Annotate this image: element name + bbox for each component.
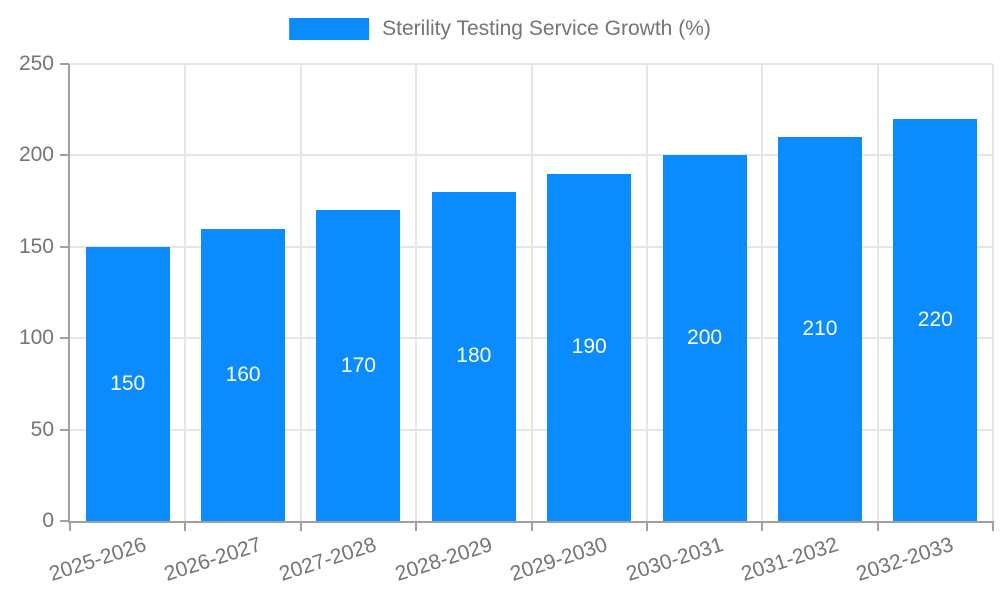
gridline-vertical — [415, 64, 418, 521]
gridline-vertical — [645, 64, 648, 521]
x-axis-tick — [992, 521, 994, 531]
bar[interactable] — [85, 246, 170, 521]
y-axis-tick — [60, 337, 69, 340]
gridline-vertical — [299, 64, 302, 521]
x-axis-tick — [530, 521, 533, 531]
gridline-vertical — [530, 64, 533, 521]
gridline-vertical — [876, 64, 879, 521]
y-axis-tick — [60, 520, 69, 522]
y-axis-tick — [60, 63, 69, 65]
x-axis-tick — [876, 521, 879, 531]
bar[interactable] — [201, 228, 286, 521]
y-axis-tick-label: 150 — [18, 234, 54, 258]
legend-swatch — [289, 18, 370, 40]
x-axis-tick — [761, 521, 764, 531]
x-axis-tick — [645, 521, 648, 531]
gridline-vertical — [184, 64, 187, 521]
bar[interactable] — [431, 191, 516, 521]
legend-label: Sterility Testing Service Growth (%) — [382, 17, 711, 40]
y-axis-tick-label: 100 — [18, 326, 54, 350]
gridline-vertical — [761, 64, 764, 521]
x-axis-tick — [415, 521, 418, 531]
x-axis-tick — [299, 521, 302, 531]
y-axis-tick — [60, 428, 69, 431]
x-axis-tick — [184, 521, 187, 531]
y-axis-tick-label: 250 — [18, 52, 54, 75]
gridline-vertical — [992, 64, 994, 521]
bar[interactable] — [662, 155, 747, 521]
bar[interactable] — [777, 137, 862, 521]
legend-item[interactable]: Sterility Testing Service Growth (%) — [289, 17, 711, 41]
y-axis-tick — [60, 154, 69, 157]
bar[interactable] — [547, 173, 632, 521]
x-axis-tick — [69, 521, 71, 531]
bar[interactable] — [893, 118, 978, 521]
y-axis-tick-label: 50 — [30, 417, 54, 441]
bar[interactable] — [316, 210, 401, 521]
y-axis-tick — [60, 245, 69, 248]
y-axis-tick-label: 200 — [18, 143, 54, 167]
y-axis-tick-label: 0 — [42, 509, 54, 532]
